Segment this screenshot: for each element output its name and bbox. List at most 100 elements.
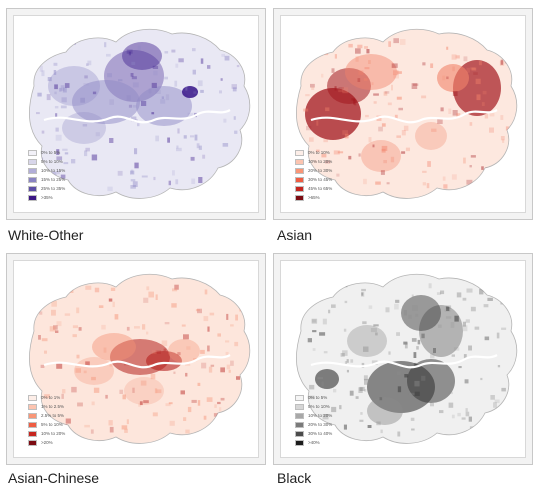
ward-cell	[368, 305, 373, 309]
ward-cell	[361, 291, 365, 297]
ward-cell	[109, 138, 114, 143]
ward-cell	[44, 290, 50, 295]
legend-swatch	[295, 150, 304, 156]
ward-cell	[501, 387, 506, 392]
ward-cell	[357, 44, 363, 49]
ward-cell	[484, 112, 489, 119]
ward-cell	[311, 319, 317, 323]
ward-cell	[187, 406, 192, 413]
ward-cell	[150, 373, 156, 380]
legend-swatch	[28, 177, 37, 183]
ward-cell	[412, 305, 418, 311]
ward-cell	[485, 188, 489, 194]
ward-cell	[343, 328, 347, 332]
ward-cell	[339, 405, 342, 410]
ward-cell	[380, 429, 383, 434]
ward-cell	[220, 397, 225, 401]
ward-cell	[110, 287, 116, 291]
ward-cell	[314, 160, 317, 163]
legend-label: 10% to 15%	[41, 168, 66, 173]
london-choropleth-map	[29, 28, 251, 199]
legend-row: 5% to 10%	[28, 158, 102, 166]
ward-cell	[463, 325, 468, 332]
ward-cell	[303, 108, 309, 112]
ward-cell	[451, 174, 457, 180]
ward-cell	[235, 173, 239, 177]
ward-cell	[62, 148, 68, 151]
ward-cell	[151, 112, 155, 115]
ward-cell	[471, 67, 477, 71]
ward-cell	[198, 177, 203, 183]
ward-cell	[440, 290, 445, 295]
ward-cell	[234, 341, 239, 347]
ward-cell	[401, 151, 406, 154]
ward-cell	[226, 364, 231, 370]
legend-swatch	[28, 422, 37, 428]
ward-cell	[198, 145, 202, 150]
ward-cell	[364, 389, 367, 392]
ward-cell	[344, 133, 349, 139]
ward-cell	[358, 153, 361, 157]
ward-cell	[183, 417, 187, 421]
ward-cell	[59, 289, 66, 293]
density-cluster	[401, 295, 441, 331]
ward-cell	[207, 326, 210, 332]
ward-cell	[461, 417, 466, 420]
ward-cell	[322, 318, 327, 325]
london-boundary	[296, 273, 518, 444]
ward-cell	[63, 162, 69, 165]
ward-cell	[384, 91, 390, 94]
ward-cell	[172, 170, 175, 176]
ward-cell	[196, 143, 200, 149]
ward-cell	[103, 347, 107, 353]
ward-cell	[219, 407, 222, 412]
legend-label: >40%	[308, 440, 320, 445]
ward-cell	[85, 285, 92, 290]
ward-cell	[428, 283, 432, 289]
ward-cell	[452, 110, 458, 116]
ward-cell	[393, 70, 399, 76]
map-legend: 0% to 10% 10% to 20% 20% to 30% 30% to 45% 4…	[295, 148, 369, 202]
map-panel-asian: 0% to 10% 10% to 20% 20% to 30% 30% to 45% 4…	[273, 8, 533, 220]
ward-cell	[446, 76, 449, 80]
ward-cell	[478, 60, 482, 66]
ward-cell	[139, 401, 143, 406]
legend-row: 1% to 2.5%	[28, 403, 102, 411]
ward-cell	[311, 318, 318, 324]
ward-cell	[236, 50, 242, 53]
ward-cell	[487, 297, 493, 301]
ward-cell	[41, 338, 48, 342]
density-cluster	[315, 369, 339, 389]
ward-cell	[304, 284, 309, 289]
ward-cell	[164, 51, 169, 54]
ward-cell	[391, 63, 398, 68]
ward-cell	[404, 342, 408, 349]
ward-cell	[451, 54, 457, 60]
ward-cell	[427, 161, 431, 167]
density-cluster	[419, 305, 463, 357]
ward-cell	[220, 78, 223, 81]
ward-cell	[381, 145, 388, 151]
ward-cell	[363, 78, 368, 81]
ward-cell	[98, 305, 104, 308]
ward-cell	[46, 94, 51, 101]
ward-cell	[219, 90, 222, 94]
ward-cell	[152, 412, 158, 417]
ward-cell	[353, 99, 356, 105]
ward-cell	[311, 87, 315, 90]
ward-cell	[126, 419, 129, 425]
ward-cell	[226, 313, 229, 320]
density-cluster	[62, 112, 106, 144]
ward-cell	[355, 56, 359, 62]
ward-cell	[56, 321, 62, 327]
ward-cell	[40, 364, 45, 368]
ward-cell	[393, 74, 399, 79]
map-frame: 0% to 10% 10% to 20% 20% to 30% 30% to 45% 4…	[280, 15, 526, 213]
ward-cell	[359, 386, 365, 391]
ward-cell	[213, 413, 220, 417]
ward-cell	[499, 419, 506, 424]
ward-cell	[76, 354, 80, 359]
legend-label: 2.5% to 5%	[41, 413, 65, 418]
ward-cell	[62, 87, 67, 93]
map-frame: 0% to 5% 5% to 10% 10% to 15% 15% to 25% 25%…	[13, 15, 259, 213]
